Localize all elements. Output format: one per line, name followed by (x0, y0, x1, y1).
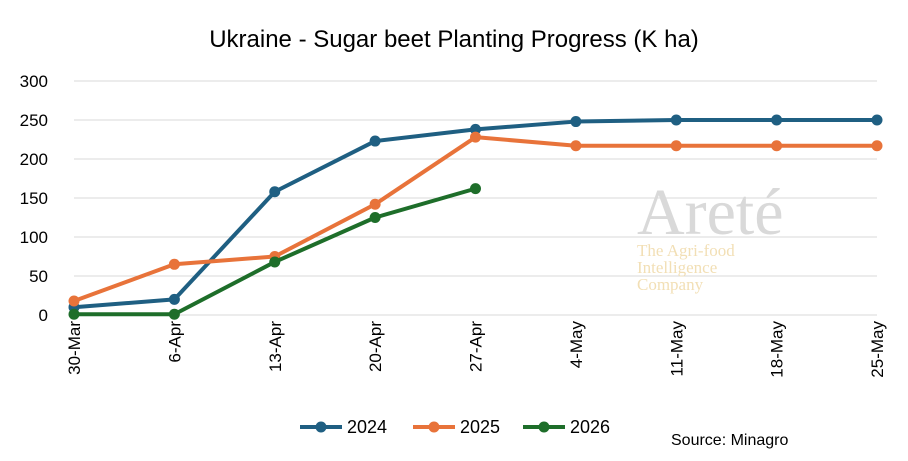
data-point (68, 295, 80, 307)
legend-item-2025: 2025 (413, 417, 500, 437)
legend: 2024 2025 2026 (300, 417, 610, 437)
y-tick-label: 0 (39, 306, 48, 325)
data-point (470, 183, 481, 195)
source-note: Source: Minagro (671, 432, 788, 449)
legend-marker (315, 421, 327, 433)
data-point (68, 308, 80, 320)
legend-item-2024: 2024 (300, 417, 387, 437)
legend-label: 2024 (347, 417, 387, 437)
series-2026 (68, 183, 481, 320)
x-tick-label: 13-Apr (266, 321, 285, 372)
y-tick-label: 300 (20, 72, 48, 91)
data-point (269, 186, 281, 198)
legend-item-2026: 2026 (523, 417, 610, 437)
data-point (570, 140, 582, 152)
y-axis-tick-labels: 0 50 100 150 200 250 300 (20, 72, 48, 325)
x-axis-tick-labels: 30-Mar 6-Apr 13-Apr 20-Apr 27-Apr 4-May 11-May… (65, 321, 887, 378)
watermark-brand: Areté (637, 176, 784, 249)
data-point (871, 114, 883, 126)
data-point (470, 131, 481, 143)
data-point (470, 123, 481, 135)
x-tick-label: 18-May (768, 321, 787, 378)
series-2025 (68, 131, 883, 307)
x-tick-label: 4-May (567, 321, 586, 369)
watermark-tagline-2: Intelligence (637, 258, 717, 277)
data-point (168, 258, 180, 270)
x-tick-label: 30-Mar (65, 321, 84, 375)
data-point (570, 116, 582, 128)
x-tick-label: 20-Apr (366, 321, 385, 372)
y-tick-label: 150 (20, 189, 48, 208)
legend-label: 2025 (460, 417, 500, 437)
series-layer (68, 114, 883, 320)
legend-marker (428, 421, 440, 433)
data-point (168, 293, 180, 305)
data-point (269, 256, 281, 268)
gridlines (74, 80, 877, 316)
x-tick-label: 27-Apr (467, 321, 486, 372)
data-point (369, 198, 381, 210)
data-point (369, 135, 381, 147)
data-point (670, 114, 682, 126)
watermark-tagline-3: Company (637, 275, 704, 294)
data-point (871, 140, 883, 152)
data-point (771, 140, 783, 152)
watermark-tagline-1: The Agri-food (637, 241, 735, 260)
y-tick-label: 200 (20, 150, 48, 169)
data-point (670, 140, 682, 152)
y-tick-label: 50 (29, 267, 48, 286)
watermark: Areté The Agri-food Intelligence Company (637, 176, 784, 294)
legend-label: 2026 (570, 417, 610, 437)
x-tick-label: 6-Apr (165, 321, 184, 363)
y-tick-label: 100 (20, 228, 48, 247)
data-point (369, 212, 381, 223)
x-tick-label: 25-May (868, 321, 887, 378)
x-tick-label: 11-May (667, 321, 686, 377)
legend-marker (538, 421, 550, 433)
data-point (771, 114, 783, 126)
data-point (168, 308, 180, 320)
y-tick-label: 250 (20, 111, 48, 130)
chart-title: Ukraine - Sugar beet Planting Progress (… (209, 26, 699, 53)
